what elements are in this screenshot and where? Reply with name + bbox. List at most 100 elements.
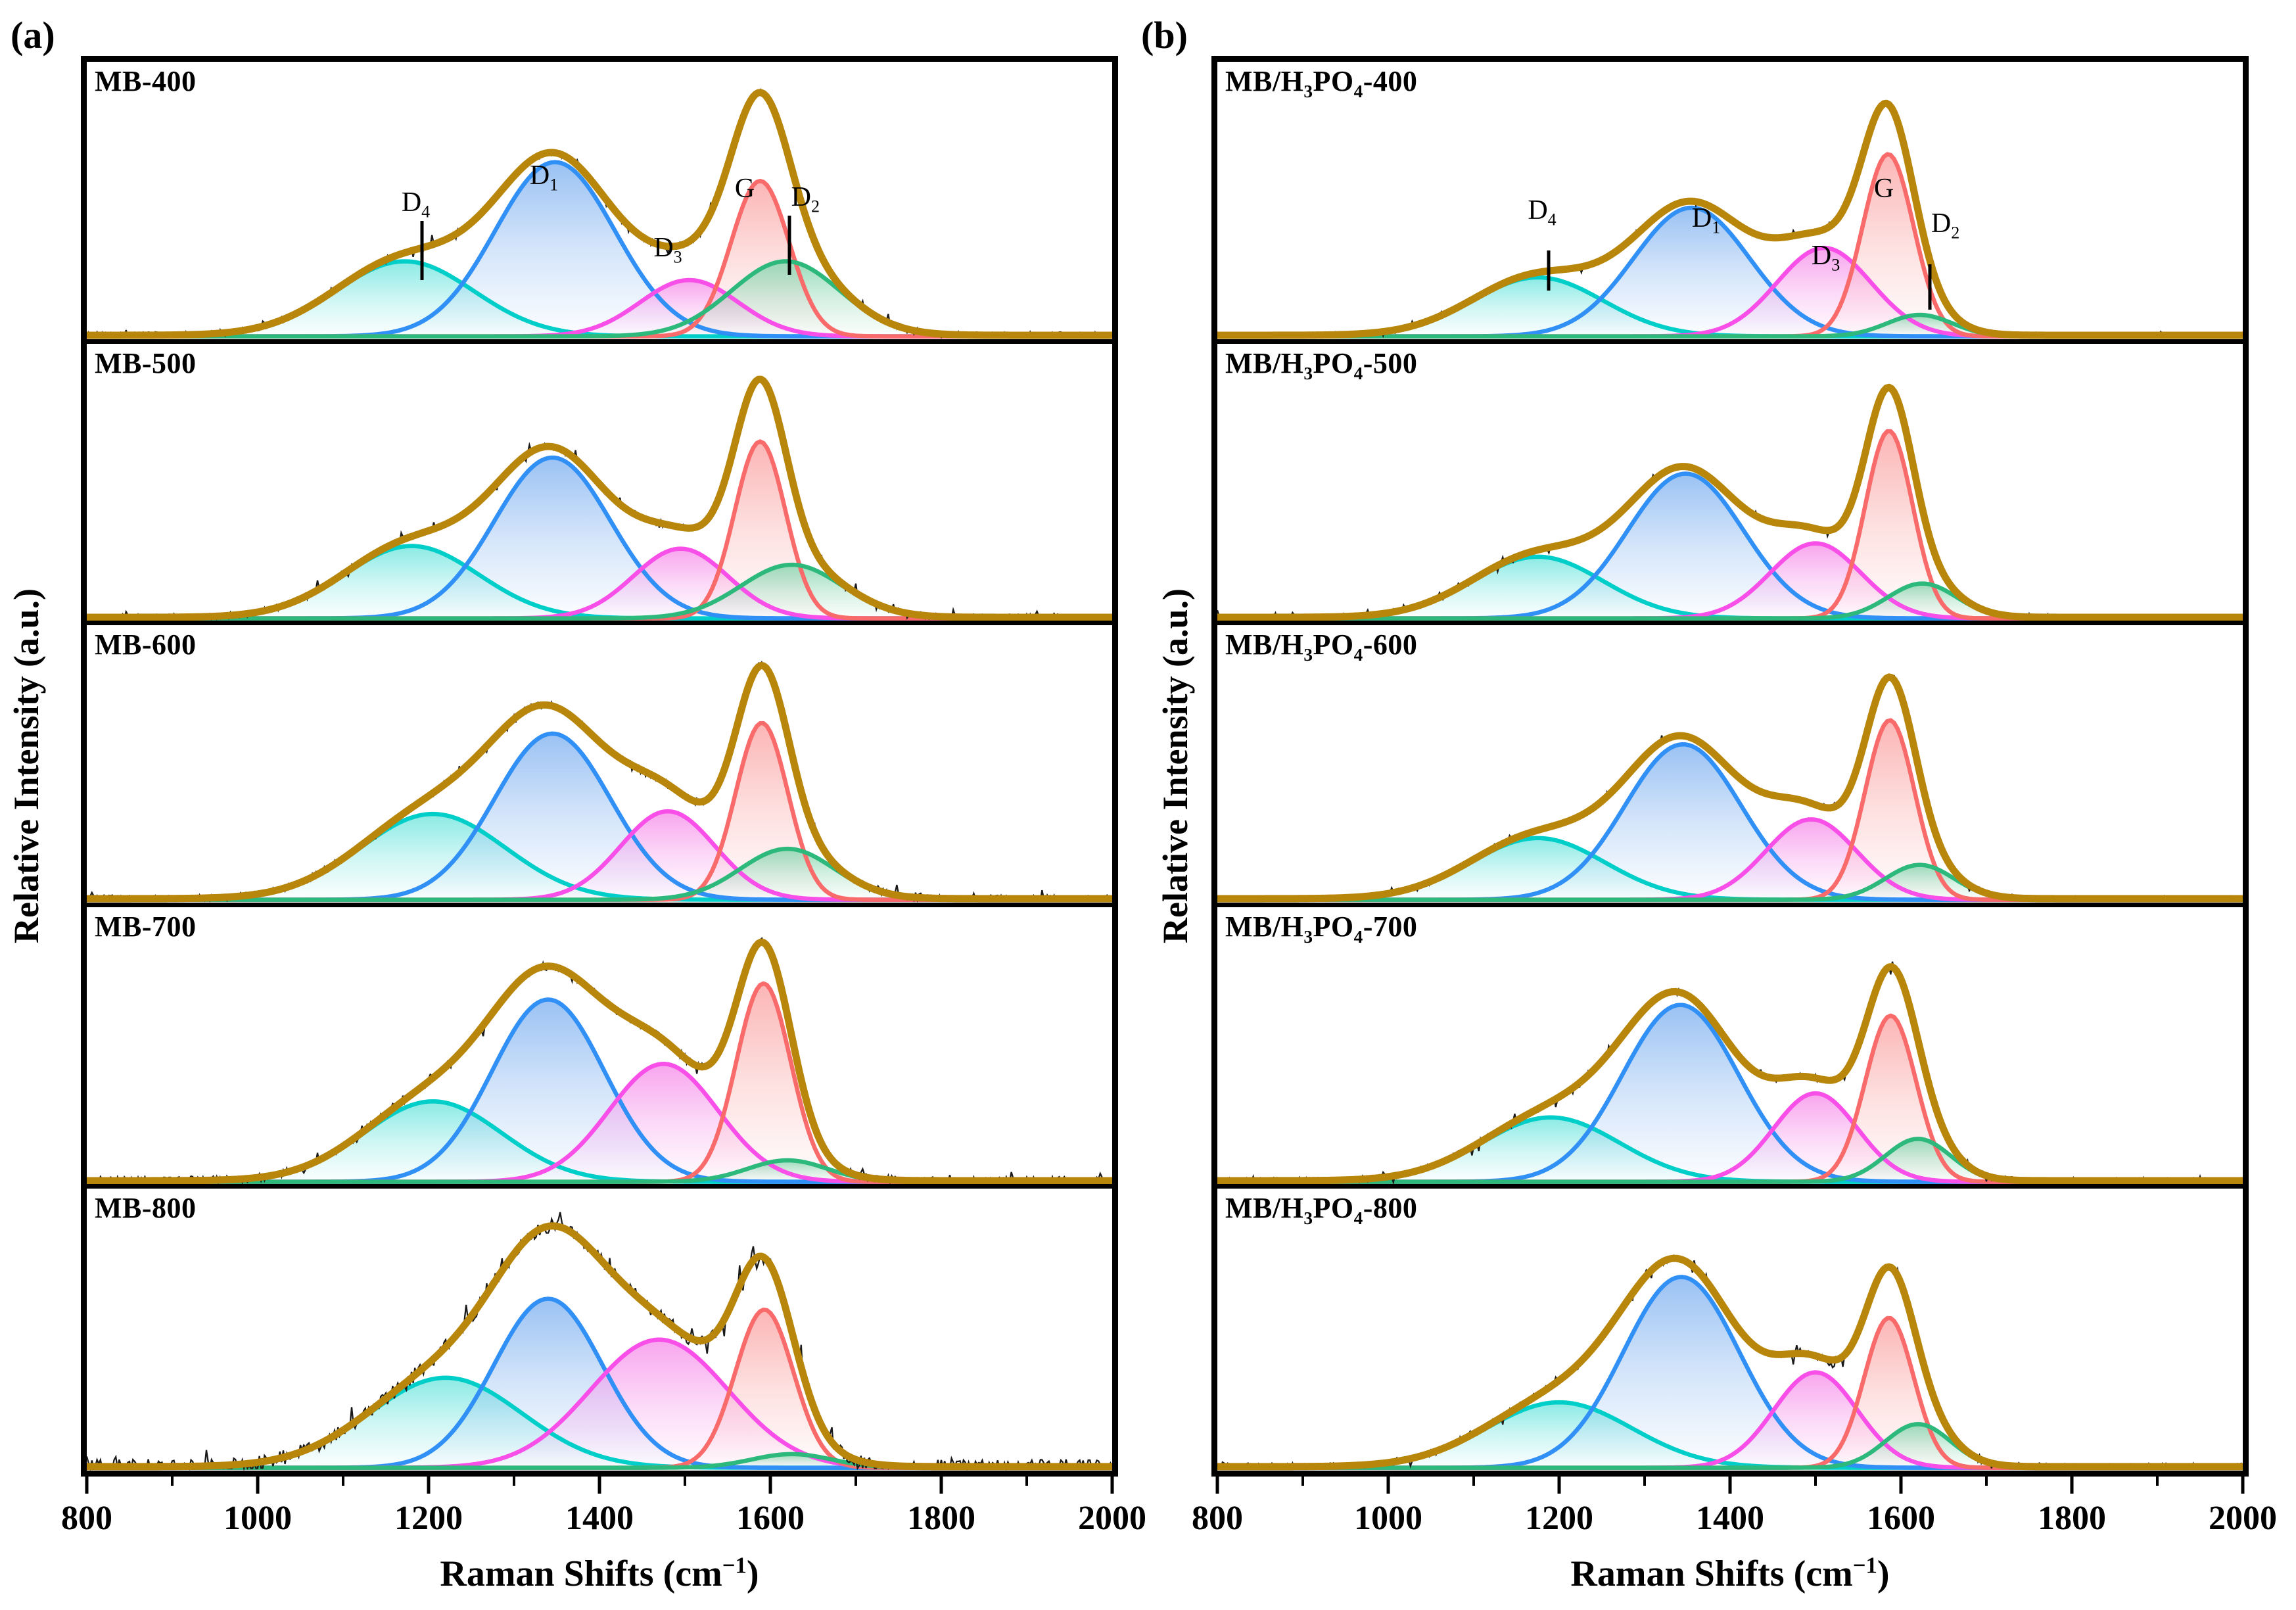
x-tick-1900 xyxy=(1025,1477,1028,1486)
fit-envelope-line xyxy=(87,938,1112,1185)
subscript: 4 xyxy=(1353,926,1363,947)
x-tick-1300 xyxy=(513,1477,515,1486)
text-part: PO xyxy=(1313,910,1354,943)
spectrum-plot xyxy=(87,660,1112,903)
text-part: MB-500 xyxy=(95,346,197,379)
x-axis-title-suffix: ) xyxy=(746,1553,759,1594)
spectrum-plot xyxy=(1217,673,2243,903)
spectrum-panel-mb-h3po4-500: MB/H3PO4-500 xyxy=(1217,344,2243,626)
peak-fill-D1 xyxy=(1217,207,2243,337)
peak-fill-D1 xyxy=(1217,1277,2243,1468)
spectrum-panel-mb-h3po4-400: MB/H3PO4-400 D4 D1 D3 G D2 xyxy=(1217,62,2243,344)
peak-fill-D4 xyxy=(1217,838,2243,900)
peak-fill-D4 xyxy=(87,1378,1112,1468)
peak-label-D1: D1 xyxy=(1691,202,1720,236)
text-part: MB/H xyxy=(1225,1192,1304,1225)
text-part: MB-800 xyxy=(95,1192,197,1225)
x-tick-1600 xyxy=(1899,1477,1903,1494)
text-part: G xyxy=(734,174,755,204)
x-tick-1600 xyxy=(768,1477,772,1494)
spectra-column-a: MB-400 D4 D1 D3 G D2 MB-500 MB-600 MB-700 MB-800 xyxy=(81,56,1118,1477)
peak-fill-D4 xyxy=(87,1101,1112,1182)
peak-fill-D4 xyxy=(87,261,1112,337)
peak-fill-D1 xyxy=(87,734,1112,900)
spectrum-panel-mb-400: MB-400 D4 D1 D3 G D2 xyxy=(87,62,1112,344)
subscript: 3 xyxy=(673,247,682,267)
peak-fill-D2 xyxy=(87,261,1112,337)
text-part: D xyxy=(401,187,422,218)
text-part: -700 xyxy=(1363,910,1418,943)
subscript: 4 xyxy=(1353,1208,1363,1229)
peak-fill-D1 xyxy=(1217,744,2243,900)
text-part: D xyxy=(791,181,811,212)
peak-fill-D3 xyxy=(87,1340,1112,1468)
spectrum-plot xyxy=(87,936,1112,1185)
peak-label-D1: D1 xyxy=(530,160,559,195)
x-tick-1700 xyxy=(855,1477,857,1486)
text-part: D xyxy=(1691,203,1712,234)
x-tick-1800 xyxy=(2070,1477,2074,1494)
x-tick-label-1600: 1600 xyxy=(1867,1500,1935,1537)
x-tick-label-1400: 1400 xyxy=(1696,1500,1764,1537)
spectrum-plot xyxy=(1217,99,2243,339)
peak-marker-line-D2 xyxy=(787,216,791,275)
peak-marker-line-D4 xyxy=(1547,250,1551,291)
subscript: 4 xyxy=(1547,210,1557,229)
x-axis-title-suffix: ) xyxy=(1877,1553,1890,1594)
subscript: 4 xyxy=(421,202,431,222)
text-part: D xyxy=(1528,195,1548,226)
peak-fill-D4 xyxy=(1217,556,2243,619)
fit-envelope-line xyxy=(1217,673,2243,903)
subscript: 3 xyxy=(1303,363,1313,383)
peak-marker-line-D2 xyxy=(1928,264,1932,310)
fit-envelope-line xyxy=(87,1222,1112,1471)
text-part: G xyxy=(1873,174,1894,204)
subscript: 3 xyxy=(1303,926,1313,947)
peak-label-G: G xyxy=(1874,173,1894,204)
panel-title: MB/H3PO4-500 xyxy=(1225,346,1417,383)
panel-title: MB/H3PO4-400 xyxy=(1225,64,1418,100)
spectrum-plot xyxy=(1217,961,2243,1185)
x-tick-label-1800: 1800 xyxy=(907,1500,975,1537)
panel-title: MB/H3PO4-700 xyxy=(1225,910,1418,945)
peak-label-D4: D4 xyxy=(401,187,431,222)
subscript: 3 xyxy=(1831,255,1840,275)
x-axis-title-sup: −1 xyxy=(1852,1552,1877,1578)
subscript: 3 xyxy=(1303,1208,1313,1229)
subscript: 2 xyxy=(810,197,820,216)
spectrum-panel-mb-h3po4-700: MB/H3PO4-700 xyxy=(1217,907,2243,1189)
panel-title: MB-600 xyxy=(95,628,197,661)
text-part: PO xyxy=(1313,65,1354,97)
peak-fill-D4 xyxy=(1217,1117,2243,1182)
spectrum-panel-mb-h3po4-800: MB/H3PO4-800 xyxy=(1217,1189,2243,1471)
spectrum-panel-mb-500: MB-500 xyxy=(87,344,1112,626)
peak-fill-D4 xyxy=(1217,1402,2243,1468)
x-tick-label-800: 800 xyxy=(61,1500,112,1537)
x-tick-label-1200: 1200 xyxy=(1525,1500,1593,1537)
x-tick-2000 xyxy=(1110,1477,1114,1494)
subscript: 1 xyxy=(550,175,559,195)
peak-label-D3: D3 xyxy=(653,232,682,267)
figure-label-a: (a) xyxy=(11,14,55,57)
x-tick-1200 xyxy=(427,1477,431,1494)
fit-envelope-line xyxy=(1217,99,2243,339)
x-tick-1700 xyxy=(1985,1477,1988,1486)
x-tick-1100 xyxy=(342,1477,344,1486)
peak-fill-D4 xyxy=(87,546,1112,619)
spectrum-plot xyxy=(87,87,1112,339)
x-axis-title-b: Raman Shifts (cm−1) xyxy=(1570,1553,1889,1595)
x-tick-label-2000: 2000 xyxy=(2209,1500,2277,1537)
x-tick-1400 xyxy=(597,1477,601,1494)
peak-fill-D2 xyxy=(87,849,1112,900)
panel-title: MB-500 xyxy=(95,346,197,380)
text-part: -400 xyxy=(1363,65,1418,97)
peak-label-D4: D4 xyxy=(1528,195,1557,229)
fit-envelope-line xyxy=(1217,962,2243,1185)
peak-fill-D1 xyxy=(87,457,1112,619)
text-part: MB/H xyxy=(1225,346,1304,379)
subscript: 2 xyxy=(1951,223,1960,243)
text-part: D xyxy=(653,233,674,264)
fit-envelope-line xyxy=(87,375,1112,621)
spectrum-panel-mb-700: MB-700 xyxy=(87,907,1112,1189)
peak-marker-line-D4 xyxy=(420,221,424,280)
